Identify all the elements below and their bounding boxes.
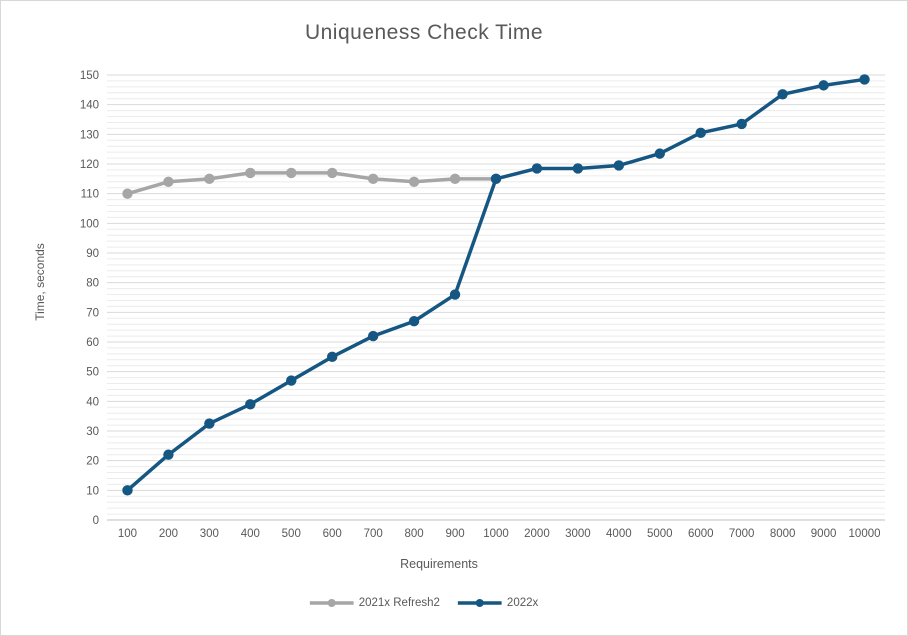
x-tick-label: 1000 — [483, 528, 509, 540]
data-point-marker — [449, 173, 461, 185]
x-axis-title: Requirements — [400, 557, 478, 571]
y-tick-label: 50 — [86, 367, 99, 379]
y-tick-label: 30 — [86, 426, 99, 438]
y-tick-label: 40 — [86, 396, 99, 408]
data-point-marker — [777, 89, 788, 100]
data-point-marker — [408, 316, 420, 327]
y-tick-label: 20 — [86, 456, 99, 468]
x-tick-label: 900 — [445, 528, 464, 540]
y-tick-label: 90 — [86, 248, 99, 260]
data-point-marker — [204, 173, 215, 185]
x-tick-label: 6000 — [688, 528, 714, 540]
x-tick-label: 10000 — [849, 528, 881, 540]
data-point-marker — [695, 127, 706, 139]
x-tick-label: 2000 — [524, 528, 550, 540]
data-point-marker — [859, 74, 870, 85]
data-point-marker — [572, 163, 584, 174]
data-point-marker — [490, 173, 502, 185]
y-tick-label: 100 — [80, 218, 99, 230]
data-point-marker — [736, 118, 747, 130]
data-point-marker — [408, 176, 420, 187]
data-point-marker — [286, 375, 297, 386]
x-tick-label: 8000 — [770, 528, 796, 540]
legend-label: 2022x — [506, 597, 539, 609]
x-tick-label: 400 — [241, 528, 260, 540]
x-tick-label: 700 — [364, 528, 383, 540]
data-point-marker — [204, 418, 215, 429]
legend-marker-icon — [309, 599, 354, 607]
x-tick-label: 200 — [159, 528, 178, 540]
data-point-marker — [163, 449, 174, 460]
x-tick-label: 800 — [405, 528, 424, 540]
data-point-marker — [367, 173, 379, 185]
x-tick-label: 5000 — [647, 528, 673, 540]
y-tick-label: 0 — [93, 515, 99, 527]
data-point-marker — [367, 330, 379, 342]
y-tick-label: 70 — [86, 307, 99, 319]
data-point-marker — [531, 163, 543, 174]
data-point-marker — [286, 167, 297, 179]
y-tick-label: 110 — [81, 189, 99, 201]
x-tick-label: 4000 — [606, 528, 632, 540]
y-tick-label: 80 — [86, 278, 99, 290]
data-point-marker — [818, 80, 829, 91]
x-tick-label: 500 — [282, 528, 301, 540]
data-point-marker — [654, 148, 665, 159]
x-tick-label: 300 — [200, 528, 219, 540]
y-tick-label: 130 — [80, 129, 99, 141]
data-point-marker — [613, 160, 625, 171]
data-point-marker — [327, 351, 338, 363]
data-point-marker — [245, 167, 256, 179]
series-line-2021x-refresh2 — [125, 171, 498, 196]
x-tick-label: 100 — [118, 528, 137, 540]
legend-marker-icon — [457, 599, 502, 607]
data-point-marker — [122, 188, 133, 199]
data-point-marker — [245, 399, 256, 410]
x-tick-label: 3000 — [565, 528, 591, 540]
y-tick-label: 120 — [80, 159, 99, 171]
legend-label: 2021x Refresh2 — [358, 597, 440, 609]
legend-item-2022x: 2022x — [457, 597, 539, 609]
y-tick-label: 150 — [80, 70, 99, 82]
data-point-marker — [163, 176, 174, 187]
x-tick-label: 600 — [323, 528, 342, 540]
legend: 2021x Refresh2 2022x — [309, 597, 539, 609]
y-tick-label: 60 — [86, 337, 99, 349]
data-point-marker — [449, 289, 461, 300]
x-tick-label: 9000 — [811, 528, 837, 540]
x-tick-label: 7000 — [729, 528, 755, 540]
data-point-marker — [122, 485, 133, 496]
series-line-2022x — [125, 77, 867, 493]
y-tick-label: 10 — [86, 485, 99, 497]
data-point-marker — [327, 167, 338, 179]
y-tick-label: 140 — [80, 100, 99, 112]
chart-title: Uniqueness Check Time — [304, 21, 544, 44]
legend-item-2021x-refresh2: 2021x Refresh2 — [309, 597, 440, 609]
